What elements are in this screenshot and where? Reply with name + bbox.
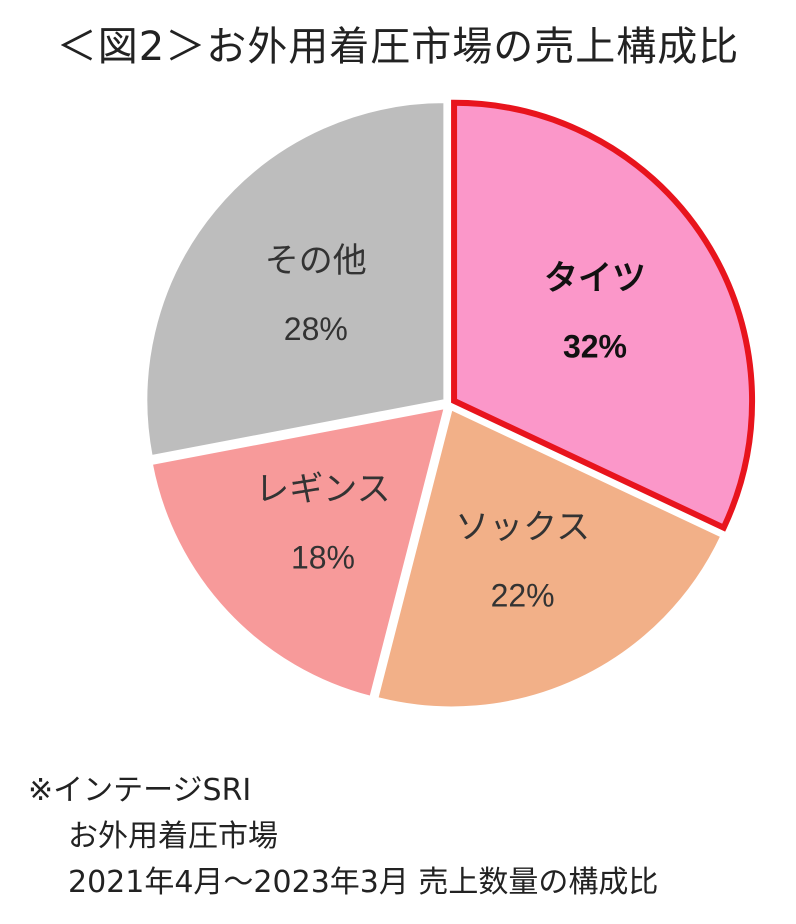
slice-leggings [150, 406, 446, 698]
period-line: 2021年4月～2023年3月 売上数量の構成比 [68, 865, 659, 900]
slice-tights [451, 99, 756, 532]
slice-socks [376, 408, 723, 709]
label-tights-name: タイツ [544, 258, 646, 298]
slice-other [145, 101, 446, 458]
pie-labels: タイツ 32% ソックス 22% レギンス 18% その他 28% [255, 241, 646, 614]
source-line: ※インテージSRI [28, 773, 252, 808]
source-note: ※インテージSRI お外用着圧市場 2021年4月～2023年3月 売上数量の構… [28, 768, 658, 906]
label-socks-value: 22% [491, 577, 555, 613]
chart-title: ＜図2＞お外用着圧市場の売上構成比 [56, 24, 740, 70]
label-other-name: その他 [265, 241, 367, 281]
pie-slices [145, 99, 756, 709]
label-other-value: 28% [284, 311, 348, 347]
label-leggings-value: 18% [291, 539, 355, 575]
label-leggings-name: レギンス [255, 469, 390, 509]
label-tights-value: 32% [563, 328, 627, 364]
label-socks-name: ソックス [455, 507, 590, 547]
market-line: お外用着圧市場 [68, 819, 278, 854]
